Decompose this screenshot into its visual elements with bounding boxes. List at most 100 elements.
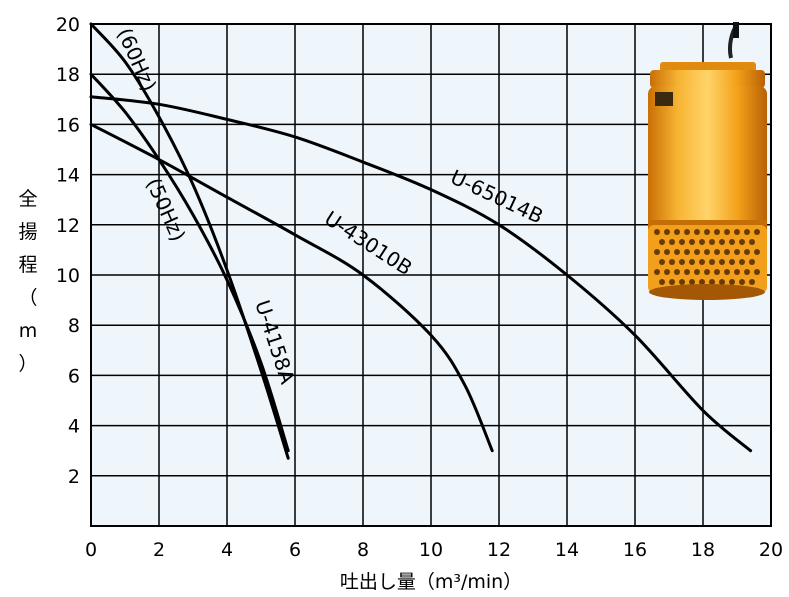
plot-frame <box>90 23 772 527</box>
y-axis-title: 全揚程 （ m ） <box>18 188 37 375</box>
strainer-hole <box>669 279 675 285</box>
y-tick-label: 20 <box>56 14 80 36</box>
strainer-hole <box>714 249 720 255</box>
y-axis-title-char: ） <box>18 353 37 375</box>
strainer-hole <box>724 269 730 275</box>
strainer-hole <box>734 269 740 275</box>
y-axis-title-char: 程 <box>18 254 37 276</box>
x-tick-label: 10 <box>419 539 443 561</box>
strainer-hole <box>664 249 670 255</box>
y-tick-label: 12 <box>56 215 80 237</box>
x-axis-title: 吐出し量（m³/min） <box>340 571 522 593</box>
strainer-hole <box>664 229 670 235</box>
strainer-hole <box>654 229 660 235</box>
strainer-hole <box>684 249 690 255</box>
strainer-hole <box>654 269 660 275</box>
strainer-hole <box>689 259 695 265</box>
strainer-hole <box>719 279 725 285</box>
y-axis-title-char: m <box>19 320 38 342</box>
y-tick-label: 8 <box>68 315 80 337</box>
x-tick-label: 14 <box>555 539 579 561</box>
y-tick-label: 4 <box>68 416 80 438</box>
strainer-hole <box>659 259 665 265</box>
strainer-hole <box>679 279 685 285</box>
strainer-hole <box>714 269 720 275</box>
strainer-hole <box>689 239 695 245</box>
strainer-hole <box>744 249 750 255</box>
strainer-hole <box>719 239 725 245</box>
strainer-hole <box>694 249 700 255</box>
strainer-hole <box>729 279 735 285</box>
x-tick-label: 16 <box>623 539 647 561</box>
strainer-hole <box>724 229 730 235</box>
y-tick-label: 2 <box>68 466 80 488</box>
strainer-hole <box>669 239 675 245</box>
strainer-hole <box>684 269 690 275</box>
x-tick-label: 12 <box>487 539 511 561</box>
strainer-hole <box>704 229 710 235</box>
strainer-hole <box>734 249 740 255</box>
strainer-hole <box>749 239 755 245</box>
strainer-hole <box>704 269 710 275</box>
strainer-hole <box>679 259 685 265</box>
submersible-pump-image <box>648 22 767 300</box>
x-tick-label: 8 <box>357 539 369 561</box>
strainer-hole <box>699 239 705 245</box>
strainer-hole <box>669 259 675 265</box>
strainer-hole <box>679 239 685 245</box>
strainer-hole <box>744 229 750 235</box>
x-tick-label: 20 <box>759 539 783 561</box>
y-axis-title-char: （ <box>18 287 37 309</box>
strainer-hole <box>744 269 750 275</box>
y-tick-label: 18 <box>56 64 80 86</box>
y-tick-label: 6 <box>68 365 80 387</box>
y-tick-label: 10 <box>56 265 80 287</box>
x-tick-label: 0 <box>85 539 97 561</box>
strainer-hole <box>754 269 760 275</box>
strainer-hole <box>754 229 760 235</box>
y-axis-title-char: 全 <box>18 188 37 210</box>
strainer-hole <box>699 259 705 265</box>
strainer-hole <box>714 229 720 235</box>
strainer-hole <box>749 279 755 285</box>
strainer-hole <box>674 229 680 235</box>
y-tick-label: 14 <box>56 165 80 187</box>
strainer-hole <box>739 259 745 265</box>
curves <box>89 22 753 460</box>
strainer-hole <box>749 259 755 265</box>
x-tick-label: 6 <box>289 539 301 561</box>
strainer-hole <box>664 269 670 275</box>
strainer-hole <box>719 259 725 265</box>
x-tick-label: 4 <box>221 539 233 561</box>
strainer-hole <box>674 269 680 275</box>
strainer-hole <box>694 229 700 235</box>
performance-curve <box>89 22 290 460</box>
strainer-hole <box>654 249 660 255</box>
performance-curve <box>89 122 494 453</box>
strainer-hole <box>739 279 745 285</box>
strainer-hole <box>729 239 735 245</box>
performance-curve <box>89 72 290 453</box>
strainer-hole <box>709 279 715 285</box>
strainer-hole <box>694 269 700 275</box>
strainer-hole <box>674 249 680 255</box>
y-tick-labels: 2 4 6 8 10 12 14 16 18 20 <box>56 14 80 488</box>
strainer-hole <box>684 229 690 235</box>
strainer-hole <box>659 279 665 285</box>
strainer-hole <box>724 249 730 255</box>
strainer-hole <box>729 259 735 265</box>
x-tick-label: 18 <box>691 539 715 561</box>
x-tick-label: 2 <box>153 539 165 561</box>
y-axis-title-char: 揚 <box>18 221 37 243</box>
strainer-hole <box>704 249 710 255</box>
strainer-hole <box>754 249 760 255</box>
strainer-hole <box>739 239 745 245</box>
strainer-hole <box>709 259 715 265</box>
performance-curve <box>89 95 753 453</box>
strainer-hole <box>659 239 665 245</box>
strainer-hole <box>699 279 705 285</box>
y-tick-label: 16 <box>56 114 80 136</box>
strainer-hole <box>689 279 695 285</box>
strainer-hole <box>734 229 740 235</box>
x-tick-labels: 0 2 4 6 8 10 12 14 16 18 20 <box>85 539 783 561</box>
